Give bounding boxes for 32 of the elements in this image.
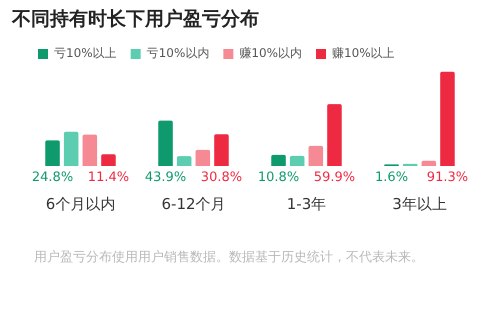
bar [422,160,436,166]
bar [45,140,60,166]
data-label: 24.8% [32,170,74,185]
bar [214,134,229,166]
bar [64,132,78,166]
chart-title: 不同持有时长下用户盈亏分布 [12,7,259,32]
bar [290,156,304,166]
legend-label: 赚10%以内 [239,46,302,60]
legend-label: 亏10%以内 [146,46,210,60]
data-label: 1.6% [375,170,408,185]
x-tick-label: 3年以上 [392,194,447,213]
x-tick-label: 6个月以内 [46,194,116,213]
data-label: 43.9% [144,170,186,185]
bar [327,104,342,166]
legend-label: 赚10%以上 [332,46,395,60]
data-label: 59.9% [314,170,356,185]
bar [158,120,173,166]
data-label: 11.4% [88,170,130,185]
bar [308,146,324,166]
data-label: 30.8% [200,170,242,185]
data-label: 10.8% [258,170,300,185]
bar [440,72,455,166]
bar [82,134,98,166]
bar [176,156,192,166]
bar [196,150,210,166]
data-label: 91.3% [426,170,468,185]
bar [271,154,286,166]
x-tick-label: 1-3年 [286,194,326,213]
x-tick-label: 6-12个月 [161,194,226,213]
bar [101,154,116,166]
legend-label: 亏10%以上 [54,46,117,60]
text: 用户盈亏分布使用用户销售数据。数据基于历史统计，不代表未来。 [34,249,425,267]
